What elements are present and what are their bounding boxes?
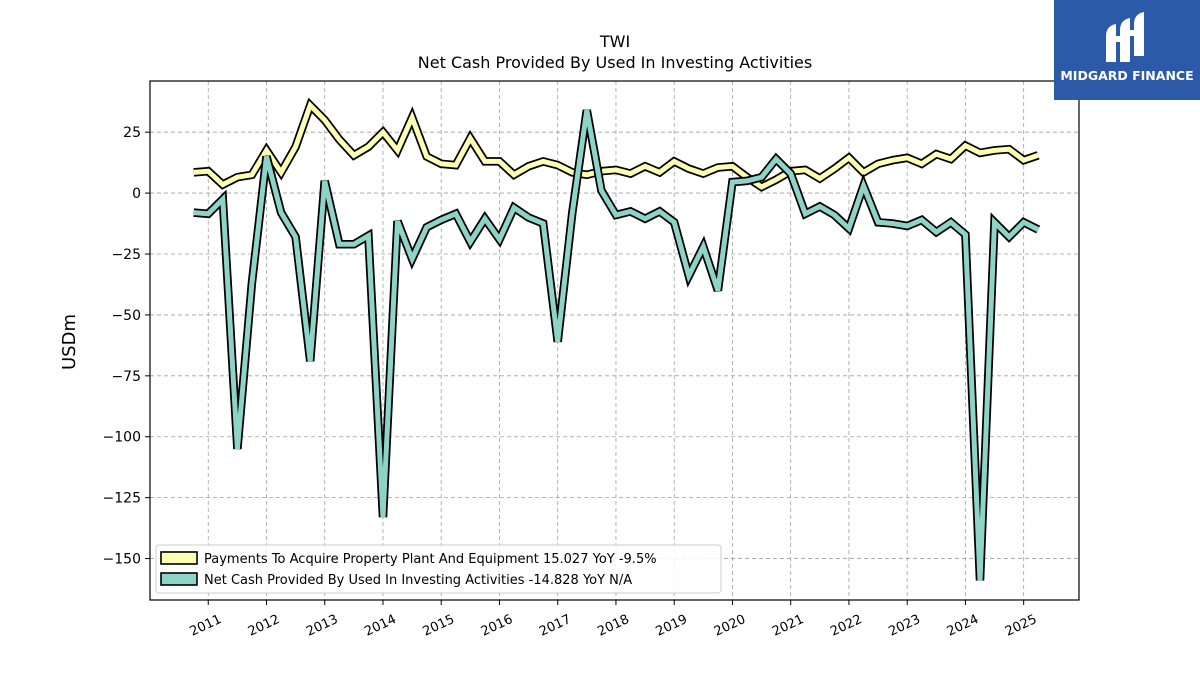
series-line-net-cash [193, 109, 1041, 581]
y-tick-label: −150 [103, 552, 141, 568]
x-tick-label: 2015 [421, 612, 457, 640]
x-tick-label: 2019 [654, 612, 690, 640]
y-tick-label: −25 [111, 247, 141, 263]
chart-title: TWI [599, 32, 630, 51]
legend-swatch-payments [160, 551, 198, 565]
legend-swatch-net-cash [160, 572, 198, 586]
x-tick-label: 2014 [362, 612, 398, 640]
legend: Payments To Acquire Property Plant And E… [155, 544, 722, 594]
y-tick-label: 0 [132, 186, 141, 202]
x-tick-label: 2017 [537, 612, 573, 640]
logo-text: MIDGARD FINANCE [1060, 68, 1194, 83]
y-tick-label: −100 [103, 430, 141, 446]
midgard-finance-logo: MIDGARD FINANCE [1054, 0, 1200, 100]
plot-frame [149, 80, 1080, 601]
x-tick-label: 2020 [712, 612, 748, 640]
series-stroke [193, 109, 1040, 581]
series-stroke [193, 100, 1040, 190]
series-lines [193, 97, 1041, 581]
x-tick-label: 2011 [188, 612, 224, 640]
x-tick-label: 2012 [246, 612, 282, 640]
x-tick-label: 2025 [1003, 612, 1039, 640]
x-tick-label: 2021 [770, 612, 806, 640]
x-tick-label: 2022 [828, 612, 864, 640]
y-tick-label: −50 [111, 308, 141, 324]
y-tick-label: −75 [111, 369, 141, 385]
x-tick-label: 2024 [945, 612, 981, 640]
legend-box [155, 544, 722, 594]
y-tick-label: −125 [103, 491, 141, 507]
series-line-payments [193, 97, 1040, 192]
x-tick-label: 2016 [479, 612, 515, 640]
x-tick-label: 2013 [304, 612, 340, 640]
y-tick-label: 25 [123, 125, 141, 141]
x-ticks: 2011 2012 2013 2014 2015 2016 2017 2018 2019 2020… [188, 600, 1039, 640]
y-axis-label: USDm [59, 314, 80, 370]
legend-label-payments: Payments To Acquire Property Plant And E… [204, 552, 657, 567]
y-ticks: 25 0 −25 −50 −75 −100 −125 −150 [103, 125, 150, 568]
x-tick-label: 2018 [595, 612, 631, 640]
legend-label-net-cash: Net Cash Provided By Used In Investing A… [204, 573, 632, 588]
logo-mark-icon [1106, 12, 1144, 62]
chart-subtitle: Net Cash Provided By Used In Investing A… [418, 53, 812, 72]
x-tick-label: 2023 [887, 612, 923, 640]
